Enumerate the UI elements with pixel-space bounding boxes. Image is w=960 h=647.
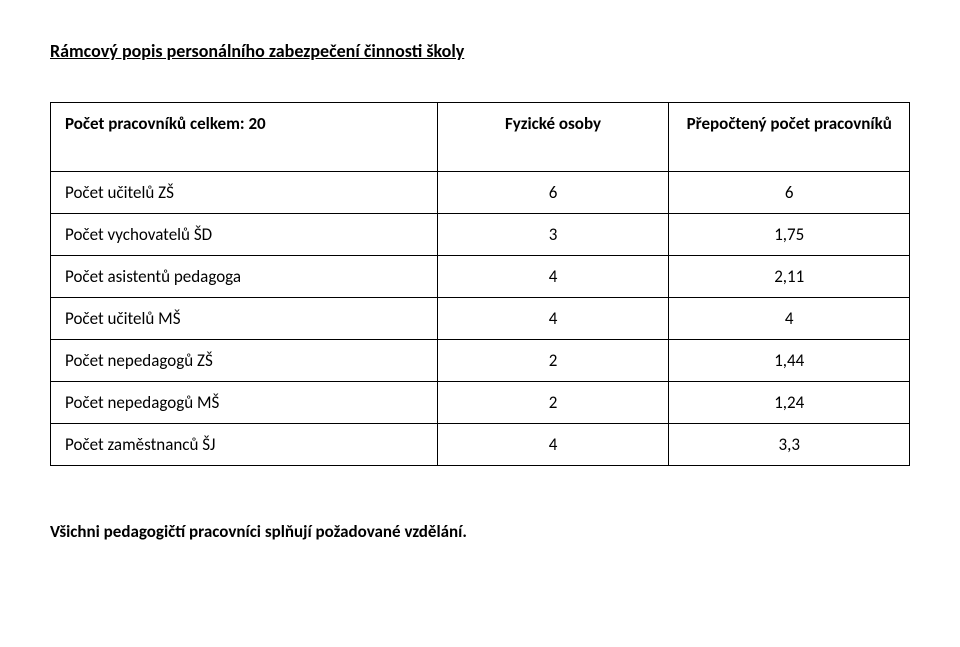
row-val1: 2 (437, 382, 669, 424)
row-label: Počet učitelů ZŠ (51, 172, 438, 214)
header-col1: Fyzické osoby (437, 103, 669, 172)
row-val2: 1,75 (669, 214, 910, 256)
row-val1: 4 (437, 424, 669, 466)
row-val1: 6 (437, 172, 669, 214)
row-label: Počet asistentů pedagoga (51, 256, 438, 298)
row-val2: 1,44 (669, 340, 910, 382)
row-val2: 2,11 (669, 256, 910, 298)
row-label: Počet učitelů MŠ (51, 298, 438, 340)
row-label: Počet zaměstnanců ŠJ (51, 424, 438, 466)
table-row: Počet učitelů ZŠ 6 6 (51, 172, 910, 214)
table-row: Počet asistentů pedagoga 4 2,11 (51, 256, 910, 298)
row-val2: 1,24 (669, 382, 910, 424)
row-val2: 4 (669, 298, 910, 340)
table-row: Počet vychovatelů ŠD 3 1,75 (51, 214, 910, 256)
row-val2: 3,3 (669, 424, 910, 466)
header-col0: Počet pracovníků celkem: 20 (51, 103, 438, 172)
row-val1: 2 (437, 340, 669, 382)
row-val2: 6 (669, 172, 910, 214)
staff-table: Počet pracovníků celkem: 20 Fyzické osob… (50, 102, 910, 466)
table-row: Počet učitelů MŠ 4 4 (51, 298, 910, 340)
row-label: Počet vychovatelů ŠD (51, 214, 438, 256)
table-row: Počet nepedagogů MŠ 2 1,24 (51, 382, 910, 424)
table-row: Počet zaměstnanců ŠJ 4 3,3 (51, 424, 910, 466)
row-val1: 3 (437, 214, 669, 256)
header-col2: Přepočtený počet pracovníků (669, 103, 910, 172)
table-row: Počet nepedagogů ZŠ 2 1,44 (51, 340, 910, 382)
footer-note: Všichni pedagogičtí pracovníci splňují p… (50, 521, 910, 542)
row-label: Počet nepedagogů MŠ (51, 382, 438, 424)
row-val1: 4 (437, 298, 669, 340)
row-label: Počet nepedagogů ZŠ (51, 340, 438, 382)
table-header-row: Počet pracovníků celkem: 20 Fyzické osob… (51, 103, 910, 172)
document-title: Rámcový popis personálního zabezpečení č… (50, 40, 910, 62)
row-val1: 4 (437, 256, 669, 298)
